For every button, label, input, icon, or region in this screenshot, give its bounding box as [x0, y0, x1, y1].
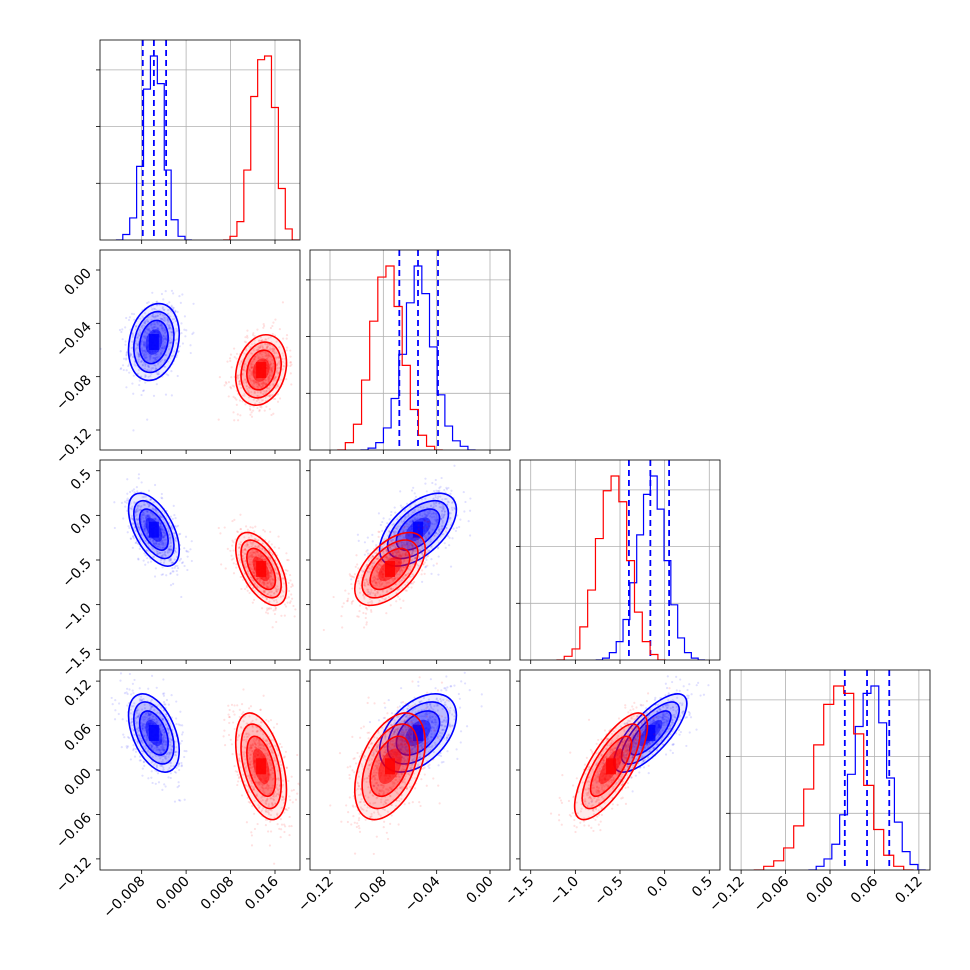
panel-3-2: −1.5 −1.0 −0.5 0.0 0.5	[502, 669, 721, 909]
panel-plot-area	[100, 40, 300, 240]
y-tick-label: −0.08	[53, 372, 95, 414]
panel-3-1: −0.12 −0.08 −0.04 0.00	[295, 669, 511, 916]
x-tick-label: 0.008	[198, 874, 238, 914]
y-tick-label: 0.5	[68, 466, 95, 493]
panel-frame	[99, 39, 301, 241]
y-tick-label: 0.12	[61, 677, 94, 710]
panel-2-0: −1.5 −1.0 −0.5 0.0 0.5	[59, 459, 301, 680]
x-tick-label: 0.12	[892, 874, 925, 907]
blue-density-peak	[413, 724, 423, 741]
panel-frame	[99, 459, 301, 661]
x-tick-label: −0.12	[706, 874, 748, 916]
y-tick-label: 0.00	[61, 266, 94, 299]
panel-frame	[309, 459, 511, 661]
red-density-peak	[256, 758, 267, 775]
panel-plot-area	[110, 672, 300, 865]
x-tick-label: 0.00	[463, 874, 496, 907]
blue-density-peak	[413, 521, 423, 538]
panel-frame	[309, 669, 511, 871]
x-tick-label: −0.12	[295, 874, 337, 916]
blue-density-peak	[645, 724, 656, 741]
panel-frame	[99, 249, 301, 451]
panel-3-3: −0.12 −0.06 0.00 0.06 0.12	[706, 669, 931, 916]
panel-2-2	[516, 459, 721, 664]
x-tick-label: 0.00	[803, 874, 836, 907]
x-tick-label: 0.5	[689, 874, 716, 901]
panel-frame	[729, 669, 931, 871]
y-tick-label: −0.12	[53, 426, 95, 468]
blue-density-peak	[148, 724, 159, 741]
panel-plot-area	[549, 675, 710, 834]
y-tick-label: −0.06	[53, 810, 95, 852]
panel-plot-area	[322, 464, 472, 632]
x-tick-label: 0.016	[242, 873, 282, 913]
panel-3-0: −0.12−0.06 0.00 0.06 0.12 −0.008 0.000 0.008 0.…	[53, 669, 301, 922]
panel-plot-area	[100, 289, 293, 432]
panel-frame	[519, 459, 721, 661]
x-tick-label: −0.5	[591, 874, 626, 909]
x-tick-label: −0.008	[101, 874, 149, 922]
x-tick-label: −0.08	[349, 874, 391, 916]
red-density-peak	[256, 560, 267, 577]
blue-density-peak	[148, 334, 159, 350]
y-tick-label: −1.0	[59, 600, 94, 635]
panel-0-0	[96, 39, 301, 244]
panel-plot-area	[113, 473, 297, 629]
panel-2-1	[306, 459, 511, 664]
panel-1-0: −0.12 −0.08 −0.04 0.00	[53, 249, 301, 468]
panel-plot-area	[520, 460, 720, 660]
panel-1-1	[306, 249, 511, 454]
x-tick-label: −0.06	[751, 873, 793, 915]
panel-plot-area	[329, 671, 483, 856]
red-density-peak	[606, 758, 617, 775]
panel-frame	[309, 249, 511, 451]
x-tick-label: −1.0	[547, 874, 582, 909]
y-tick-label: −0.04	[53, 319, 95, 361]
x-tick-label: 0.06	[848, 873, 881, 906]
y-tick-label: 0.06	[61, 721, 94, 754]
y-tick-label: −1.5	[59, 645, 94, 680]
y-tick-label: −0.12	[53, 854, 95, 896]
red-density-peak	[385, 560, 395, 577]
red-histogram	[337, 265, 443, 450]
x-tick-label: 0.0	[644, 874, 671, 901]
x-tick-label: −0.04	[402, 873, 444, 915]
x-tick-label: 0.000	[153, 874, 193, 914]
red-histogram	[556, 475, 666, 660]
panel-plot-area	[730, 670, 930, 870]
red-density-peak	[256, 362, 267, 378]
y-tick-label: 0.00	[61, 766, 94, 799]
x-tick-label: −1.5	[502, 874, 537, 909]
panel-frame	[519, 669, 721, 871]
blue-density-peak	[148, 521, 159, 538]
panel-frame	[99, 669, 301, 871]
red-histogram	[753, 685, 914, 870]
red-histogram	[223, 55, 300, 240]
y-tick-label: −0.5	[59, 556, 94, 591]
panel-plot-area	[310, 250, 510, 450]
red-density-peak	[385, 758, 395, 775]
y-tick-label: 0.0	[68, 511, 95, 538]
